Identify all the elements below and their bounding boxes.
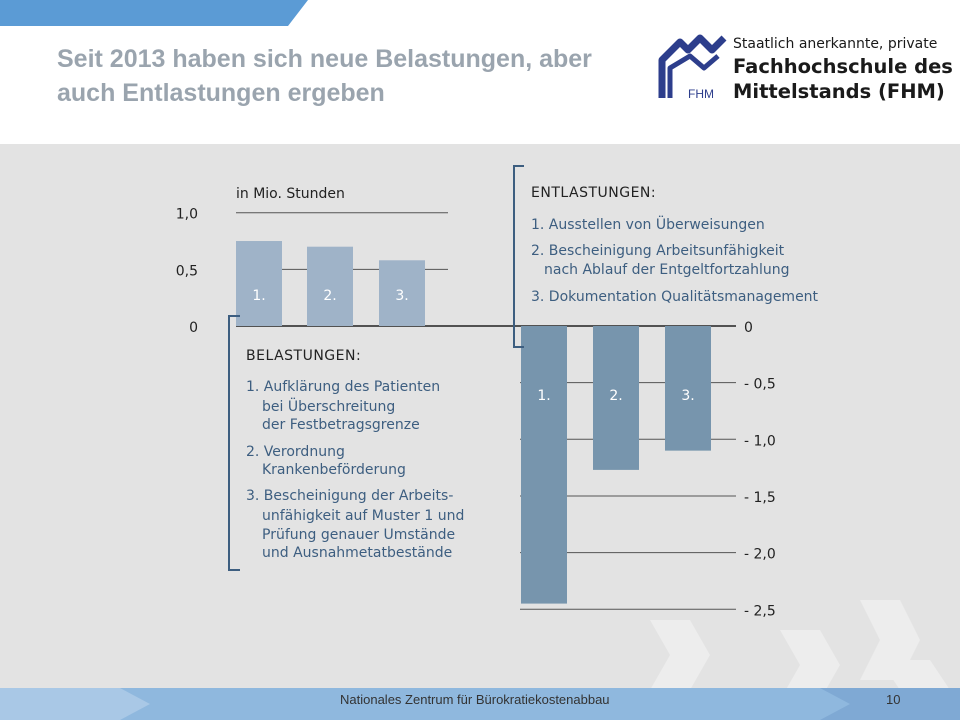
ytick-label-entlastungen: - 2,0 bbox=[744, 547, 776, 563]
ytick-label-entlastungen: - 1,0 bbox=[744, 433, 776, 449]
bracket-belastungen bbox=[228, 315, 240, 571]
bar-label-entlastungen-3: 3. bbox=[681, 388, 694, 404]
top-banner-stripe bbox=[0, 0, 308, 26]
bar-entlastungen-2 bbox=[593, 326, 639, 470]
legend-line-belastungen: 3. Bescheinigung der Arbeits- bbox=[246, 488, 453, 504]
ytick-label-entlastungen: 0 bbox=[744, 320, 753, 336]
legend-line-entlastungen: nach Ablauf der Entgeltfortzahlung bbox=[544, 262, 790, 278]
legend-line-belastungen: unfähigkeit auf Muster 1 und bbox=[262, 508, 464, 524]
ytick-label-belastungen: 1,0 bbox=[176, 207, 198, 223]
logo-wordmark: Staatlich anerkannte, private Fachhochsc… bbox=[733, 34, 953, 104]
legend-line-belastungen: der Festbetragsgrenze bbox=[262, 417, 420, 433]
logo-line-2: Fachhochschule des bbox=[733, 55, 953, 78]
legend-line-belastungen: bei Überschreitung bbox=[262, 397, 395, 415]
label-layer: 1,0 0,5 0 in Mio. Stunden 1. 2. 3. 0 - 0,5 - 1,0 -… bbox=[176, 186, 776, 619]
logo-line-3: Mittelstands (FHM) bbox=[733, 80, 945, 103]
legend-line-entlastungen: 2. Bescheinigung Arbeitsunfähigkeit bbox=[531, 243, 785, 259]
legend-line-belastungen: und Ausnahmetatbestände bbox=[262, 545, 452, 561]
legend-line-belastungen: 1. Aufklärung des Patienten bbox=[246, 379, 440, 395]
legend-line-belastungen: Krankenbeförderung bbox=[262, 462, 406, 478]
legend-line-entlastungen: 1. Ausstellen von Überweisungen bbox=[531, 215, 765, 233]
bar-label-entlastungen-1: 1. bbox=[537, 388, 550, 404]
bar-label-belastungen-2: 2. bbox=[323, 288, 336, 304]
unit-label: in Mio. Stunden bbox=[236, 186, 345, 202]
ytick-label-entlastungen: - 2,5 bbox=[744, 603, 776, 619]
bar-belastungen-2 bbox=[307, 246, 353, 326]
ytick-label-belastungen: 0 bbox=[189, 320, 198, 336]
bracket-entlastungen bbox=[513, 165, 524, 348]
legend-layer: BELASTUNGEN: 1. Aufklärung des Patienten b… bbox=[228, 165, 819, 571]
chart-panel bbox=[0, 144, 960, 688]
legend-line-belastungen: Prüfung genauer Umstände bbox=[262, 527, 455, 543]
logo-mark-text: FHM bbox=[688, 87, 714, 101]
ytick-label-entlastungen: - 1,5 bbox=[744, 490, 776, 506]
bar-label-entlastungen-2: 2. bbox=[609, 388, 622, 404]
bar-layer bbox=[236, 241, 711, 604]
footer-chevron bbox=[0, 688, 150, 720]
legend-line-belastungen: 2. Verordnung bbox=[246, 444, 345, 460]
bar-label-belastungen-1: 1. bbox=[252, 288, 265, 304]
footer-chevron-right bbox=[820, 688, 960, 720]
footer-band bbox=[0, 688, 960, 720]
legend-line-entlastungen: 3. Dokumentation Qualitätsmanagement bbox=[531, 289, 819, 305]
slide-title: Seit 2013 haben sich neue Belastungen, a… bbox=[57, 45, 592, 107]
logo-line-1: Staatlich anerkannte, private bbox=[733, 36, 938, 52]
legend-title-entlastungen: ENTLASTUNGEN: bbox=[531, 185, 656, 201]
bar-entlastungen-3 bbox=[665, 326, 711, 451]
ytick-label-entlastungen: - 0,5 bbox=[744, 377, 776, 393]
ytick-label-belastungen: 0,5 bbox=[176, 263, 198, 279]
bar-label-belastungen-3: 3. bbox=[395, 288, 408, 304]
legend-title-belastungen: BELASTUNGEN: bbox=[246, 348, 361, 364]
bar-entlastungen-1 bbox=[521, 326, 567, 604]
bar-belastungen-1 bbox=[236, 241, 282, 326]
footer-text: Nationales Zentrum für Bürokratiekostena… bbox=[340, 692, 610, 707]
bar-belastungen-3 bbox=[379, 260, 425, 326]
logo-mark: FHM bbox=[657, 34, 727, 102]
page-number: 10 bbox=[886, 692, 901, 707]
